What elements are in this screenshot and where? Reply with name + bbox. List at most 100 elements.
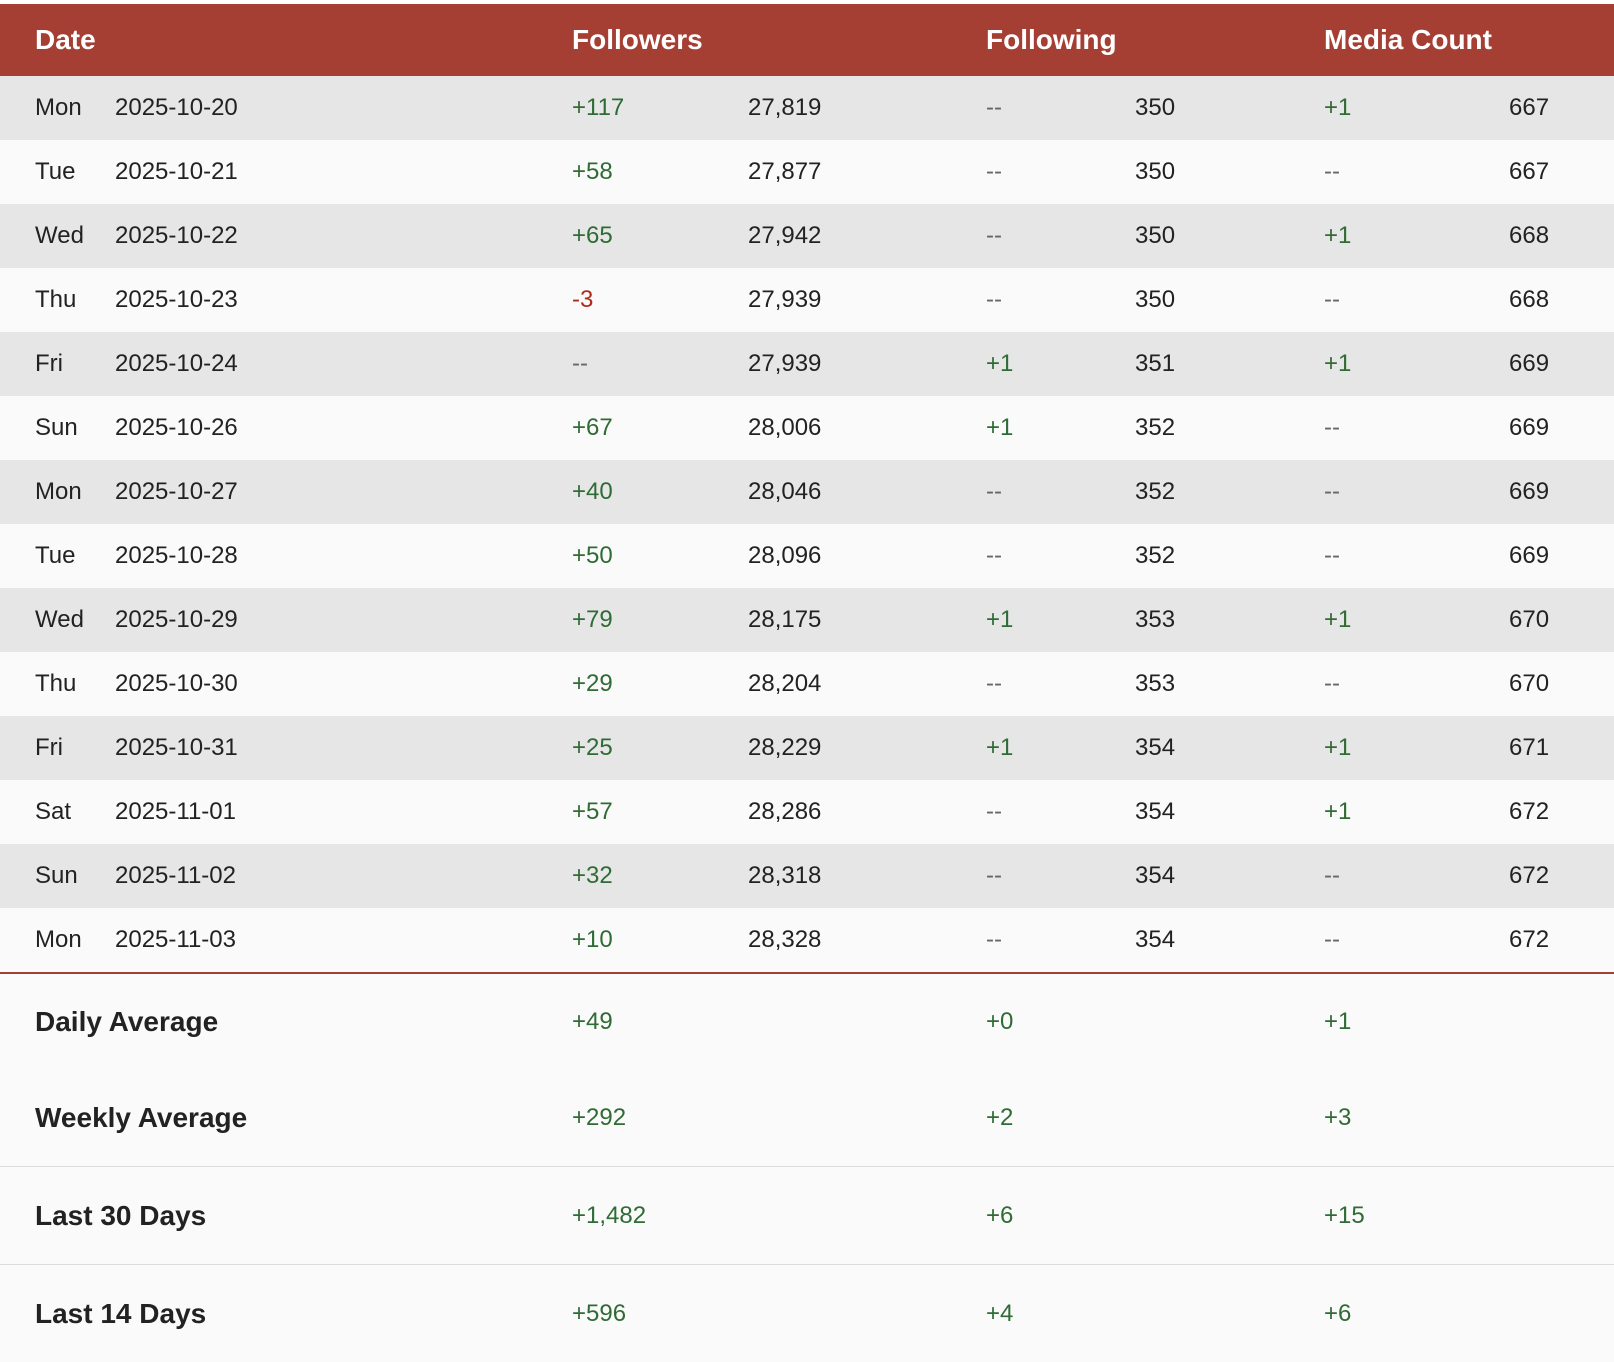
row-followers-delta: +10 <box>572 926 613 953</box>
summary-following: +6 <box>986 1201 1014 1229</box>
row-following-delta: -- <box>986 478 1002 505</box>
table-row: Sat 2025-11-01 +57 28,286 -- 354 +1 672 <box>0 780 1614 844</box>
row-media-delta: -- <box>1324 158 1340 185</box>
summary-following: +2 <box>986 1104 1014 1131</box>
row-following-total: 350 <box>1135 158 1176 185</box>
row-media-total: 667 <box>1509 94 1550 121</box>
row-day: Thu <box>35 286 77 313</box>
row-day: Wed <box>35 606 84 633</box>
table-row: Tue 2025-10-28 +50 28,096 -- 352 -- 669 <box>0 524 1614 588</box>
summary-followers: +596 <box>572 1299 627 1327</box>
row-media-total: 667 <box>1509 158 1550 185</box>
row-date: 2025-10-24 <box>115 350 238 377</box>
summary-row: Weekly Average +292 +2 +3 <box>0 1070 1614 1166</box>
row-following-total: 350 <box>1135 286 1176 313</box>
row-followers-delta: +29 <box>572 670 613 697</box>
row-followers-total: 27,877 <box>748 158 822 185</box>
row-day: Tue <box>35 158 76 185</box>
header-date[interactable]: Date <box>35 24 96 55</box>
row-followers-total: 27,819 <box>748 94 822 121</box>
row-followers-total: 28,096 <box>748 542 822 569</box>
row-media-delta: +1 <box>1324 350 1352 377</box>
table-row: Wed 2025-10-29 +79 28,175 +1 353 +1 670 <box>0 588 1614 652</box>
row-following-total: 350 <box>1135 222 1176 249</box>
row-date: 2025-10-30 <box>115 670 238 697</box>
table-row: Sun 2025-11-02 +32 28,318 -- 354 -- 672 <box>0 844 1614 908</box>
summary-section: Daily Average +49 +0 +1 Weekly Average +292 +2… <box>0 974 1614 1362</box>
row-following-total: 352 <box>1135 414 1176 441</box>
row-media-delta: +1 <box>1324 606 1352 633</box>
row-followers-total: 28,204 <box>748 670 822 697</box>
row-followers-total: 27,939 <box>748 350 822 377</box>
table-row: Tue 2025-10-21 +58 27,877 -- 350 -- 667 <box>0 140 1614 204</box>
row-media-total: 672 <box>1509 926 1550 953</box>
row-date: 2025-10-26 <box>115 414 238 441</box>
row-media-total: 669 <box>1509 478 1550 505</box>
row-followers-delta: -3 <box>572 286 594 313</box>
row-following-delta: -- <box>986 862 1002 889</box>
summary-media: +3 <box>1324 1104 1352 1131</box>
row-media-total: 668 <box>1509 222 1550 249</box>
row-followers-delta: +50 <box>572 542 613 569</box>
row-followers-total: 28,286 <box>748 798 822 825</box>
stats-table: Date Followers Following Media Count Mon… <box>0 4 1614 1362</box>
table-row: Mon 2025-11-03 +10 28,328 -- 354 -- 672 <box>0 908 1614 972</box>
table-row: Fri 2025-10-24 -- 27,939 +1 351 +1 669 <box>0 332 1614 396</box>
row-day: Thu <box>35 670 77 697</box>
row-followers-delta: +79 <box>572 606 613 633</box>
header-followers[interactable]: Followers <box>572 24 703 55</box>
row-media-delta: -- <box>1324 414 1340 441</box>
row-followers-total: 28,006 <box>748 414 822 441</box>
summary-row: Daily Average +49 +0 +1 <box>0 974 1614 1070</box>
row-following-delta: -- <box>986 286 1002 313</box>
row-followers-total: 27,939 <box>748 286 822 313</box>
row-media-total: 671 <box>1509 734 1550 761</box>
row-date: 2025-10-27 <box>115 478 238 505</box>
row-day: Sat <box>35 798 72 825</box>
row-followers-delta: +32 <box>572 862 613 889</box>
row-media-delta: -- <box>1324 670 1340 697</box>
row-day: Sun <box>35 414 78 441</box>
header-following[interactable]: Following <box>986 24 1117 55</box>
row-followers-total: 28,328 <box>748 926 822 953</box>
row-following-total: 352 <box>1135 478 1176 505</box>
row-followers-delta: +65 <box>572 222 613 249</box>
table-row: Fri 2025-10-31 +25 28,229 +1 354 +1 671 <box>0 716 1614 780</box>
table-header: Date Followers Following Media Count <box>0 4 1614 76</box>
summary-label: Last 14 Days <box>35 1297 207 1329</box>
row-followers-total: 27,942 <box>748 222 822 249</box>
row-media-delta: -- <box>1324 286 1340 313</box>
row-date: 2025-10-28 <box>115 542 238 569</box>
row-media-total: 672 <box>1509 862 1550 889</box>
row-followers-total: 28,175 <box>748 606 822 633</box>
row-followers-delta: +40 <box>572 478 613 505</box>
row-following-delta: -- <box>986 670 1002 697</box>
row-day: Mon <box>35 478 82 505</box>
row-media-total: 670 <box>1509 606 1550 633</box>
row-day: Mon <box>35 94 82 121</box>
row-date: 2025-11-02 <box>115 862 236 889</box>
row-following-delta: -- <box>986 158 1002 185</box>
summary-media: +1 <box>1324 1008 1352 1035</box>
row-media-total: 669 <box>1509 414 1550 441</box>
summary-media: +15 <box>1324 1201 1365 1229</box>
row-day: Fri <box>35 350 63 377</box>
summary-following: +0 <box>986 1008 1014 1035</box>
row-followers-delta: +25 <box>572 734 613 761</box>
row-date: 2025-11-03 <box>115 926 236 953</box>
header-media-count[interactable]: Media Count <box>1324 24 1492 55</box>
summary-followers: +292 <box>572 1104 627 1131</box>
row-date: 2025-11-01 <box>115 798 236 825</box>
row-media-delta: +1 <box>1324 222 1352 249</box>
row-date: 2025-10-20 <box>115 94 238 121</box>
row-date: 2025-10-22 <box>115 222 238 249</box>
row-day: Mon <box>35 926 82 953</box>
row-media-total: 670 <box>1509 670 1550 697</box>
table-row: Wed 2025-10-22 +65 27,942 -- 350 +1 668 <box>0 204 1614 268</box>
summary-followers: +49 <box>572 1008 613 1035</box>
row-media-total: 669 <box>1509 350 1550 377</box>
row-following-total: 353 <box>1135 670 1176 697</box>
row-following-total: 354 <box>1135 926 1176 953</box>
row-day: Fri <box>35 734 63 761</box>
summary-row: Last 30 Days +1,482 +6 +15 <box>0 1166 1614 1264</box>
